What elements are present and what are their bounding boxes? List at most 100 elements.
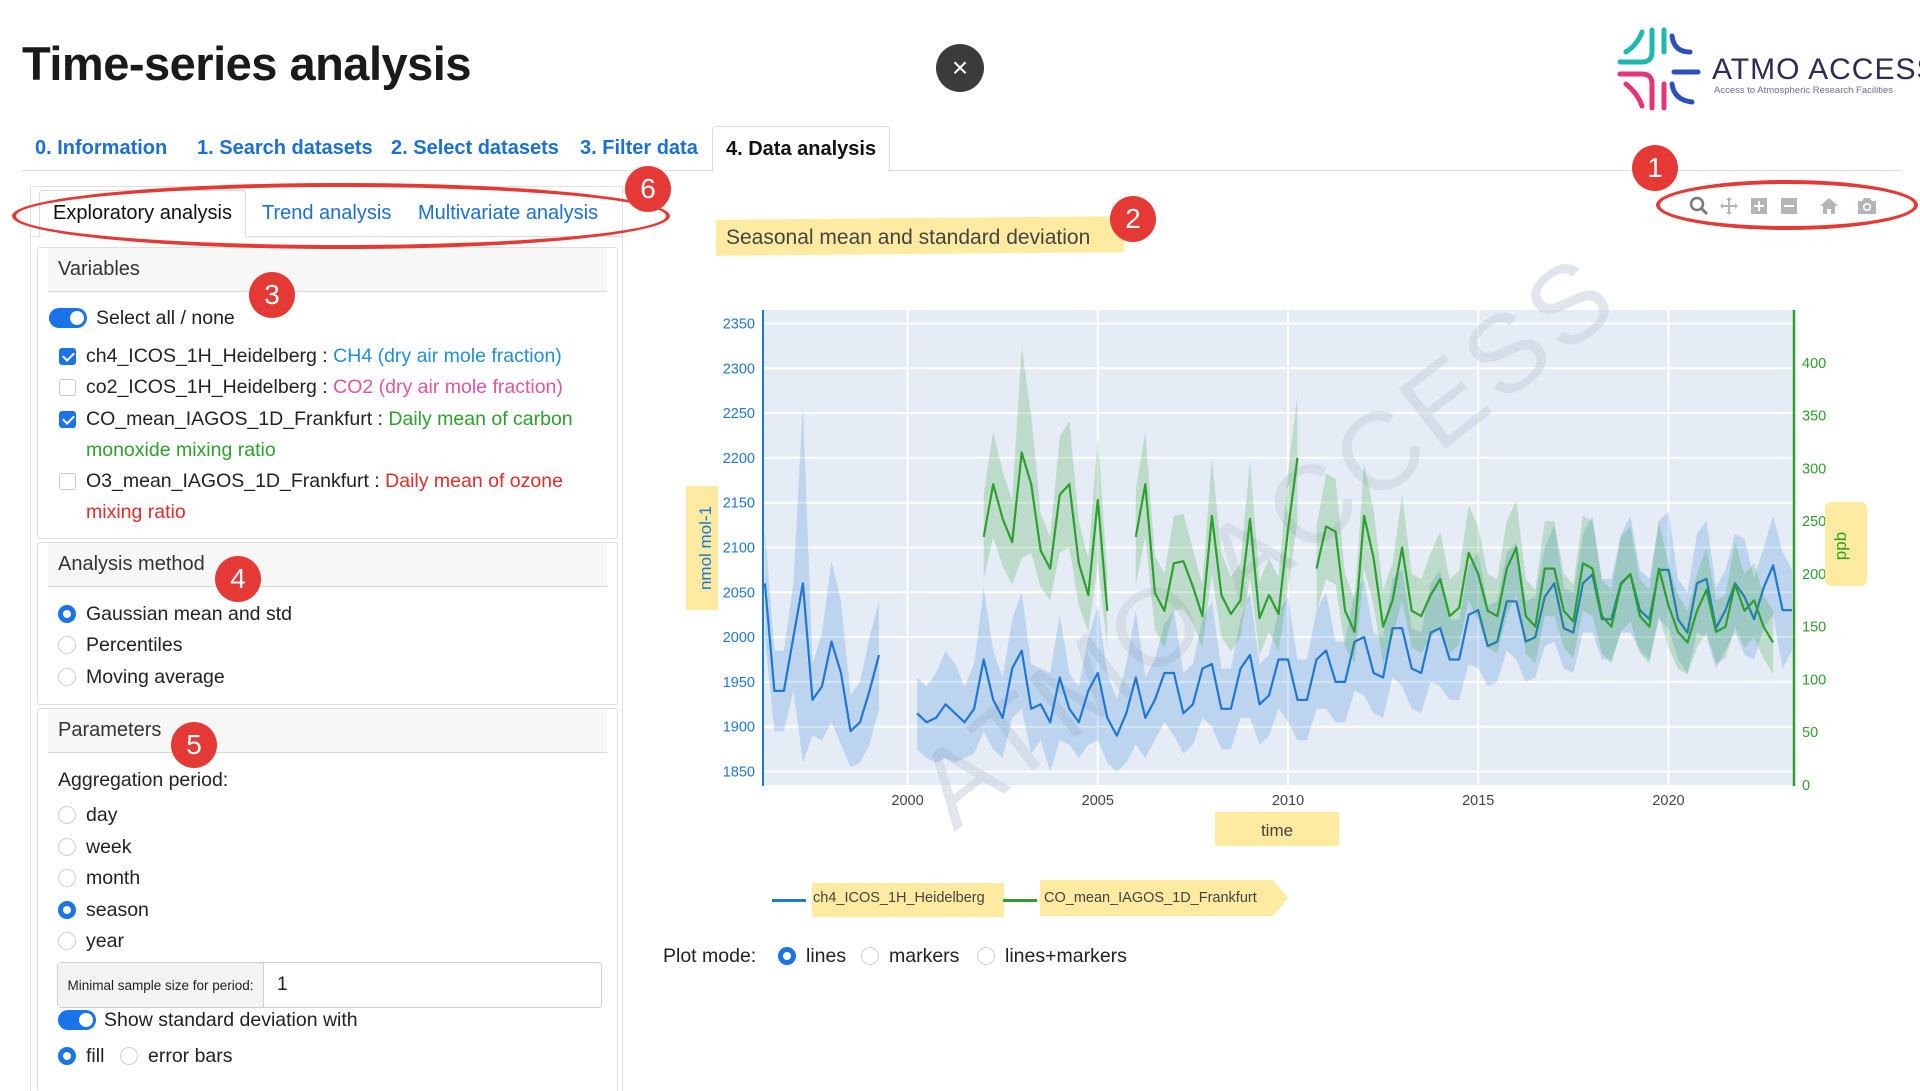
aggregation-radio-day[interactable] (58, 806, 76, 824)
method-label-percentiles: Percentiles (86, 634, 183, 656)
y2-tick-label: 200 (1802, 567, 1826, 583)
select-all-toggle[interactable] (49, 308, 87, 328)
plot-mode-radio-lines-markers[interactable] (977, 947, 995, 965)
aggregation-radio-season[interactable] (58, 901, 76, 919)
ylabel-highlight (686, 486, 718, 610)
min-sample-size-label: Minimal sample size for period: (58, 963, 264, 1007)
y-tick-label: 2350 (723, 316, 755, 332)
aggregation-radio-month[interactable] (58, 869, 76, 887)
variable-co2-label: co2_ICOS_1H_Heidelberg : CO2 (dry air mo… (86, 376, 563, 398)
series-line-co (1134, 457, 1299, 620)
method-label-moving-average: Moving average (86, 666, 225, 688)
xlabel-highlight (1215, 812, 1339, 846)
plot-mode-label-lines: lines (806, 945, 847, 967)
logo-subtitle: Access to Atmospheric Research Facilitie… (1714, 85, 1893, 96)
aggregation-radio-year[interactable] (58, 932, 76, 950)
annotation-marker-5: 5 (171, 722, 217, 768)
std-band-co (983, 346, 1108, 648)
plot-mode-radio-markers[interactable] (861, 947, 879, 965)
y2-tick-label: 50 (1802, 725, 1818, 741)
legend-label-co[interactable]: CO_mean_IAGOS_1D_Frankfurt (1044, 890, 1257, 906)
variable-description: Daily mean of ozone (385, 470, 563, 492)
tab-filter-data[interactable]: 3. Filter data (580, 137, 698, 159)
std-label-error-bars: error bars (148, 1045, 233, 1067)
variable-co-label: CO_mean_IAGOS_1D_Frankfurt : Daily mean … (86, 408, 573, 430)
variable-checkbox-o3[interactable] (59, 473, 76, 490)
legend-swatch-co (1003, 899, 1037, 902)
variable-name: co2_ICOS_1H_Heidelberg (86, 376, 317, 398)
y2label-highlight (1825, 502, 1867, 586)
plot-mode-label-markers: markers (889, 945, 960, 967)
legend-label-ch4[interactable]: ch4_ICOS_1H_Heidelberg (813, 890, 985, 906)
variable-o3-label: O3_mean_IAGOS_1D_Frankfurt : Daily mean … (86, 470, 563, 492)
aggregation-label-day: day (86, 804, 118, 826)
std-label-fill: fill (86, 1045, 105, 1067)
y-tick-label: 2250 (723, 406, 755, 422)
y-tick-label: 2300 (723, 361, 755, 377)
logo-mark-icon (1617, 27, 1701, 111)
annotation-marker-2: 2 (1110, 196, 1156, 242)
std-band-ch4 (764, 404, 879, 768)
aggregation-label-week: week (86, 836, 132, 858)
variable-co-description-cont: monoxide mixing ratio (86, 439, 276, 461)
plot-title: Seasonal mean and standard deviation (726, 226, 1091, 249)
tab-information[interactable]: 0. Information (35, 137, 168, 159)
y-tick-label: 2150 (723, 496, 755, 512)
aggregation-label-year: year (86, 930, 124, 952)
tab-data-analysis[interactable]: 4. Data analysis (712, 126, 891, 172)
series-line-co (1315, 514, 1775, 644)
std-radio-fill[interactable] (58, 1047, 76, 1065)
annotation-marker-6: 6 (625, 166, 671, 212)
y-tick-label: 1900 (723, 720, 755, 736)
y-tick-label: 2050 (723, 585, 755, 601)
parameters-card: Parameters (37, 708, 618, 1091)
method-radio-percentiles[interactable] (58, 636, 76, 654)
y-tick-label: 2100 (723, 541, 755, 557)
variable-description: CH4 (dry air mole fraction) (333, 345, 562, 367)
legend-highlight-2 (1040, 880, 1288, 916)
variable-ch4-label: ch4_ICOS_1H_Heidelberg : CH4 (dry air mo… (86, 345, 562, 367)
logo-text: ATMO ACCESS (1712, 53, 1920, 86)
y2-tick-label: 150 (1802, 620, 1826, 636)
variables-card: Variables (37, 247, 618, 539)
page-title: Time-series analysis (22, 37, 471, 90)
tab-search-datasets[interactable]: 1. Search datasets (197, 137, 373, 159)
plot-mode-label-lines-markers: lines+markers (1005, 945, 1127, 967)
method-radio-moving-average[interactable] (58, 668, 76, 686)
series-line-ch4 (763, 582, 881, 733)
y-tick-label: 2200 (723, 451, 755, 467)
variable-name: O3_mean_IAGOS_1D_Frankfurt (86, 470, 369, 492)
y2-tick-label: 300 (1802, 461, 1826, 477)
tab-select-datasets[interactable]: 2. Select datasets (391, 137, 559, 159)
y2-tick-label: 400 (1802, 356, 1826, 372)
y-tick-label: 1950 (723, 675, 755, 691)
min-sample-size-input[interactable] (265, 963, 601, 1007)
min-sample-size-group: Minimal sample size for period: (57, 962, 602, 1008)
y2-axis-title: ppb (1831, 532, 1850, 560)
parameters-header: Parameters (48, 709, 607, 753)
variable-checkbox-ch4[interactable] (59, 348, 76, 365)
x-axis-title: time (1261, 821, 1293, 840)
select-all-label: Select all / none (96, 307, 235, 329)
annotation-marker-4: 4 (215, 556, 261, 602)
method-radio-gaussian[interactable] (58, 605, 76, 623)
y-tick-label: 2000 (723, 630, 755, 646)
variable-checkbox-co[interactable] (59, 411, 76, 428)
show-std-toggle[interactable] (58, 1010, 96, 1030)
aggregation-radio-week[interactable] (58, 838, 76, 856)
aggregation-label-month: month (86, 867, 141, 889)
atmo-access-logo: ATMO ACCESS Access to Atmospheric Resear… (1612, 22, 1920, 117)
variable-o3-description-cont: mixing ratio (86, 501, 186, 523)
legend-highlight-1 (812, 883, 1004, 917)
close-button[interactable]: × (936, 44, 984, 92)
std-radio-error-bars[interactable] (120, 1047, 138, 1065)
variable-checkbox-co2[interactable] (59, 379, 76, 396)
annotation-marker-1: 1 (1632, 145, 1678, 191)
analysis-method-header: Analysis method (48, 543, 607, 587)
series-line-co (982, 451, 1109, 611)
plot-mode-radio-lines[interactable] (778, 947, 796, 965)
variable-description: Daily mean of carbon (388, 408, 573, 430)
x-tick-label: 2005 (1082, 793, 1114, 809)
x-tick-label: 2020 (1652, 793, 1684, 809)
